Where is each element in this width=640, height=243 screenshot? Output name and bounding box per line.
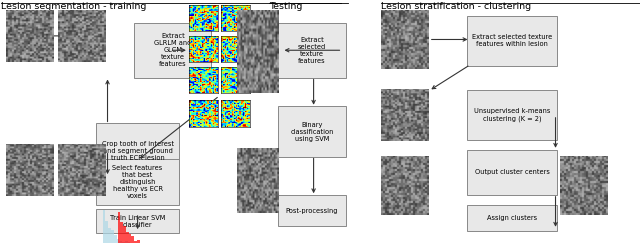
Text: Binary
classification
using SVM: Binary classification using SVM	[291, 122, 333, 142]
Text: Lesion stratification - clustering: Lesion stratification - clustering	[381, 2, 531, 11]
FancyBboxPatch shape	[467, 16, 557, 66]
FancyBboxPatch shape	[96, 123, 179, 178]
Text: Extract
selected
texture
features: Extract selected texture features	[298, 37, 326, 64]
FancyBboxPatch shape	[134, 23, 211, 78]
Text: Assign clusters: Assign clusters	[487, 215, 537, 221]
FancyBboxPatch shape	[467, 149, 557, 195]
FancyBboxPatch shape	[96, 159, 179, 205]
Text: Unsupervised k-means
clustering (K = 2): Unsupervised k-means clustering (K = 2)	[474, 108, 550, 122]
Text: Select features
that best
distinguish
healthy vs ECR
voxels: Select features that best distinguish he…	[113, 165, 163, 199]
Text: Extract
GLRLM and
GLCM
texture
features: Extract GLRLM and GLCM texture features	[154, 33, 191, 67]
FancyBboxPatch shape	[278, 195, 346, 226]
Text: Lesion segmentation - training: Lesion segmentation - training	[1, 2, 146, 11]
FancyBboxPatch shape	[467, 205, 557, 231]
FancyBboxPatch shape	[467, 90, 557, 140]
Text: Train Linear SVM
classifier: Train Linear SVM classifier	[110, 215, 165, 228]
Text: Post-processing: Post-processing	[285, 208, 339, 214]
FancyBboxPatch shape	[278, 106, 346, 157]
FancyBboxPatch shape	[96, 209, 179, 233]
Text: Testing: Testing	[269, 2, 302, 11]
Text: Crop tooth of interest
and segment ground
truth ECR lesion: Crop tooth of interest and segment groun…	[102, 141, 173, 161]
Text: Extract selected texture
features within lesion: Extract selected texture features within…	[472, 34, 552, 47]
Text: Output cluster centers: Output cluster centers	[475, 169, 549, 175]
FancyBboxPatch shape	[278, 23, 346, 78]
